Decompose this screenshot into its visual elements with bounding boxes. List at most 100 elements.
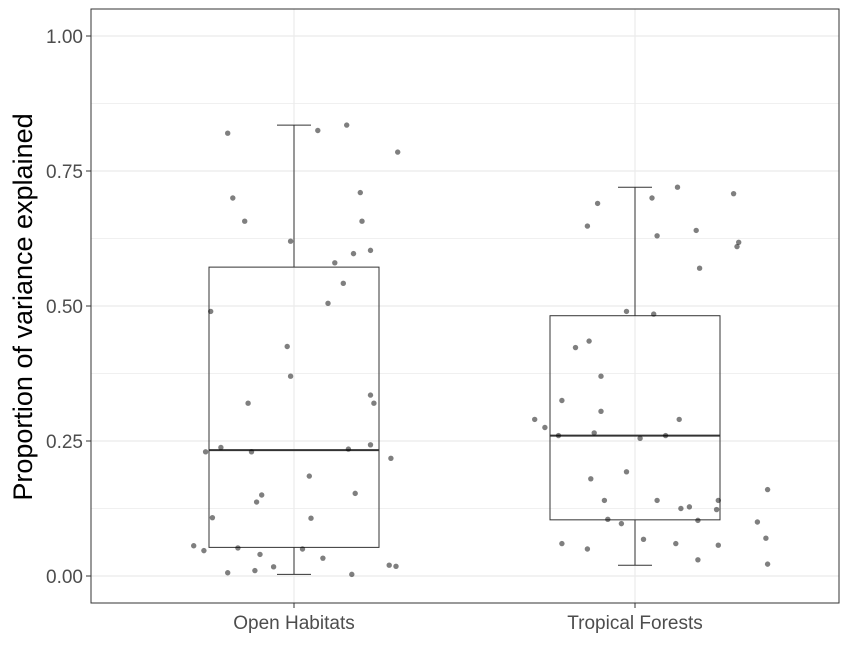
data-point <box>651 311 657 317</box>
data-point <box>686 504 693 510</box>
data-point <box>555 432 562 439</box>
data-point <box>637 435 643 441</box>
data-point <box>623 469 630 475</box>
data-point <box>359 218 365 224</box>
data-point <box>225 570 231 576</box>
data-point <box>332 260 338 266</box>
data-point <box>695 557 701 563</box>
data-point <box>559 540 565 547</box>
data-point <box>367 392 374 398</box>
data-point <box>253 499 260 505</box>
data-point <box>640 536 647 542</box>
x-tick-label: Tropical Forests <box>567 613 703 634</box>
data-point <box>693 227 699 234</box>
data-point <box>754 519 761 525</box>
data-point <box>763 535 769 541</box>
y-tick-label: 0.00 <box>46 567 83 588</box>
data-point <box>654 233 660 239</box>
data-point <box>320 555 326 561</box>
boxplots <box>208 124 721 575</box>
data-point <box>315 127 321 134</box>
data-point <box>357 189 363 196</box>
data-point <box>371 400 377 406</box>
data-point <box>242 218 248 224</box>
data-point <box>674 184 681 190</box>
data-point <box>287 238 294 244</box>
data-point <box>673 540 679 547</box>
data-point <box>393 563 399 569</box>
data-point <box>395 149 401 155</box>
y-tick-label: 0.25 <box>46 432 83 453</box>
y-tick-label: 1.00 <box>46 27 83 48</box>
data-point <box>572 344 579 351</box>
data-point <box>715 497 721 504</box>
data-point <box>605 516 611 522</box>
y-tick-label: 0.50 <box>46 297 83 318</box>
data-point <box>349 571 355 578</box>
data-point <box>598 408 604 414</box>
data-point <box>208 308 214 315</box>
data-point <box>340 280 346 287</box>
data-point <box>201 547 207 554</box>
data-point <box>734 243 740 250</box>
data-point <box>287 373 294 379</box>
y-axis-title: Proportion of variance explained <box>8 113 38 500</box>
data-point <box>352 490 358 497</box>
data-point <box>344 122 350 128</box>
data-point <box>764 561 771 567</box>
data-point <box>367 442 374 448</box>
boxplot <box>208 124 380 575</box>
data-point <box>586 338 592 344</box>
data-point <box>601 497 608 504</box>
y-tick-label: 0.75 <box>46 162 83 183</box>
data-point <box>618 520 625 527</box>
y-axis-ticks: 0.00 0.25 0.50 0.75 1.00 <box>46 27 91 588</box>
major-gridlines <box>91 9 839 603</box>
data-point <box>678 505 684 512</box>
data-point <box>559 397 565 404</box>
data-point <box>235 545 241 551</box>
data-point <box>654 497 660 504</box>
data-point <box>764 486 771 493</box>
data-point <box>736 239 742 245</box>
data-point <box>367 247 374 254</box>
boxplot <box>549 186 721 566</box>
data-point <box>591 430 597 436</box>
data-point <box>245 400 251 406</box>
data-point <box>248 449 255 455</box>
data-point <box>252 567 258 574</box>
data-point <box>306 473 312 479</box>
box-iqr <box>208 266 380 548</box>
data-point <box>542 424 548 431</box>
data-point <box>715 542 721 548</box>
data-point <box>270 564 277 570</box>
data-point <box>588 476 594 482</box>
data-point <box>209 514 216 521</box>
data-point <box>594 200 601 207</box>
data-point <box>257 551 263 558</box>
data-point <box>259 492 265 498</box>
data-point <box>325 300 331 306</box>
data-point <box>230 195 236 201</box>
data-point <box>299 546 306 552</box>
data-point <box>730 190 737 197</box>
data-point <box>284 343 290 350</box>
data-point <box>218 444 224 451</box>
data-point <box>676 416 682 423</box>
data-point <box>713 506 720 513</box>
data-point <box>695 517 701 524</box>
data-point <box>584 223 591 229</box>
x-axis-ticks: Open Habitats Tropical Forests <box>233 603 703 634</box>
jittered-points <box>191 122 771 578</box>
data-point <box>662 432 669 439</box>
data-point <box>308 515 314 521</box>
data-point <box>386 562 392 568</box>
data-point <box>345 446 352 452</box>
data-point <box>649 195 655 201</box>
data-point <box>598 373 604 379</box>
box-iqr <box>549 315 721 521</box>
x-tick-label: Open Habitats <box>233 613 354 634</box>
data-point <box>532 416 538 423</box>
